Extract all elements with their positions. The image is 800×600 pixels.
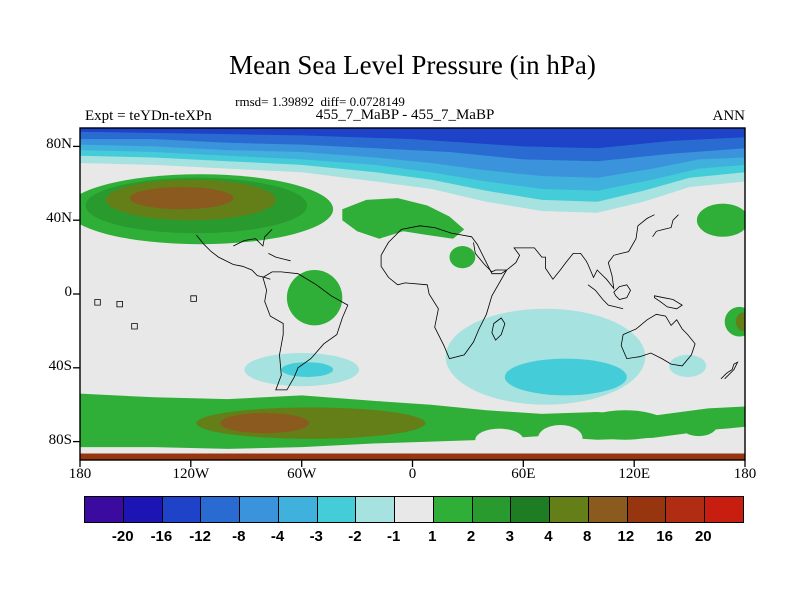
colorbar-level--3: -3	[309, 528, 323, 545]
contour-region-antarctic-brown	[220, 413, 309, 434]
lon-tick-label-1-120W: 120W	[172, 466, 210, 482]
colorbar-cell-8	[394, 497, 433, 522]
coastline-new-zealand	[720, 361, 739, 380]
contour-region-antarctica-coast-red-strip	[80, 453, 745, 460]
contour-region-south-america-green	[286, 270, 343, 326]
lat-tick-label-0: 0	[64, 284, 73, 300]
colorbar-level-16: 16	[656, 528, 673, 545]
contour-region-north-atlantic-green	[342, 198, 465, 239]
colorbar	[84, 496, 744, 523]
colorbar-level-4: 4	[544, 528, 553, 545]
colorbar-level-12: 12	[617, 528, 635, 545]
colorbar-level--20: -20	[111, 528, 134, 545]
page-title: Mean Sea Level Pressure (in hPa)	[229, 50, 596, 80]
contour-region-antarctic-gray-gap-mid	[538, 425, 583, 451]
lon-tick-label-5-120E: 120E	[618, 466, 650, 482]
colorbar-level--16: -16	[150, 528, 173, 545]
colorbar-cell-13	[587, 497, 627, 522]
contour-region-indian-ocean-cyan	[504, 358, 627, 396]
colorbar-cell-1	[122, 497, 162, 522]
coastline-africa	[380, 225, 508, 360]
colorbar-level--1: -1	[386, 528, 401, 545]
lat-tick-label-40N: 40N	[46, 210, 72, 227]
colorbar-cell-2	[161, 497, 201, 522]
colorbar-cell-7	[355, 497, 395, 522]
contour-region-arctic-band-darkest-blue	[80, 128, 745, 149]
colorbar-level--12: -12	[189, 528, 211, 545]
coastline-borneo	[613, 284, 631, 300]
contour-region-antarctic-gray-gap-east	[695, 428, 745, 455]
coastline-sumatra-java	[587, 284, 624, 310]
contour-region-ross-sea-green-east	[680, 413, 718, 437]
experiment-label: Expt = teYDn-teXPn	[85, 108, 212, 124]
colorbar-level-2: 2	[466, 528, 476, 545]
colorbar-cell-15	[665, 497, 705, 522]
colorbar-cell-16	[704, 497, 744, 522]
colorbar-cell-4	[239, 497, 278, 522]
colorbar-level-1: 1	[428, 528, 437, 545]
lon-tick-label-6-180: 180	[733, 466, 757, 482]
colorbar-cell-14	[626, 497, 666, 522]
colorbar-level--4: -4	[270, 528, 285, 545]
coastline-caribbean-islands	[268, 253, 291, 262]
colorbar-level-20: 20	[694, 528, 712, 545]
coastline-pacific-island-2	[116, 300, 123, 308]
colorbar-level-8: 8	[583, 528, 592, 545]
contour-region-south-pacific-cyan	[281, 362, 334, 377]
coastline-pacific-island-3	[190, 295, 197, 302]
lat-tick-label-40S: 40S	[48, 357, 72, 374]
coastline-arabia-india-asia	[473, 214, 655, 290]
lon-tick-label-2-60W: 60W	[287, 466, 317, 482]
colorbar-cell-6	[316, 497, 356, 522]
lon-tick-label-3-0: 0	[408, 466, 417, 482]
contour-region-west-pacific-olive-spot	[735, 312, 745, 331]
contour-map	[73, 127, 746, 467]
colorbar-cell-12	[549, 497, 588, 522]
rmsd-diff-line: rmsd= 1.39892 diff= 0.0728149	[235, 94, 405, 109]
colorbar-level--8: -8	[232, 528, 246, 545]
colorbar-cell-11	[510, 497, 550, 522]
coastline-madagascar	[491, 317, 506, 341]
coastline-pacific-island-4	[131, 323, 138, 330]
colorbar-level--2: -2	[348, 528, 362, 545]
contour-region-west-pacific-green-north	[696, 203, 745, 237]
coastline-australia	[620, 313, 696, 367]
colorbar-cell-9	[432, 497, 472, 522]
coastline-japan	[652, 214, 679, 238]
contour-region-tasman-light-cyan	[669, 354, 707, 377]
colorbar-cell-3	[200, 497, 240, 522]
coastline-south-america	[262, 271, 349, 391]
contour-region-ross-sea-green	[582, 410, 668, 440]
contour-region-north-pacific-brown	[129, 187, 234, 210]
colorbar-cell-5	[277, 497, 317, 522]
colorbar-cell-10	[471, 497, 511, 522]
lat-tick-label-80S: 80S	[48, 431, 72, 448]
lon-tick-label-4-60E: 60E	[511, 466, 536, 482]
contour-region-subtropical-green-finger	[449, 246, 476, 269]
coastline-pacific-island-1	[94, 299, 101, 306]
lon-tick-label-0-180: 180	[68, 466, 92, 482]
contour-region-antarctic-gray-gap-west	[475, 428, 524, 451]
colorbar-cell-0	[85, 497, 123, 522]
coastline-gulf-of-mexico	[233, 229, 273, 247]
comparison-title: 455_7_MaBP - 455_7_MaBP	[315, 107, 495, 123]
colorbar-level-3: 3	[505, 528, 514, 545]
season-label: ANN	[712, 108, 746, 124]
coastline-central-america	[196, 234, 271, 280]
coastline-new-guinea	[654, 295, 683, 310]
lat-tick-label-80N: 80N	[46, 136, 72, 153]
